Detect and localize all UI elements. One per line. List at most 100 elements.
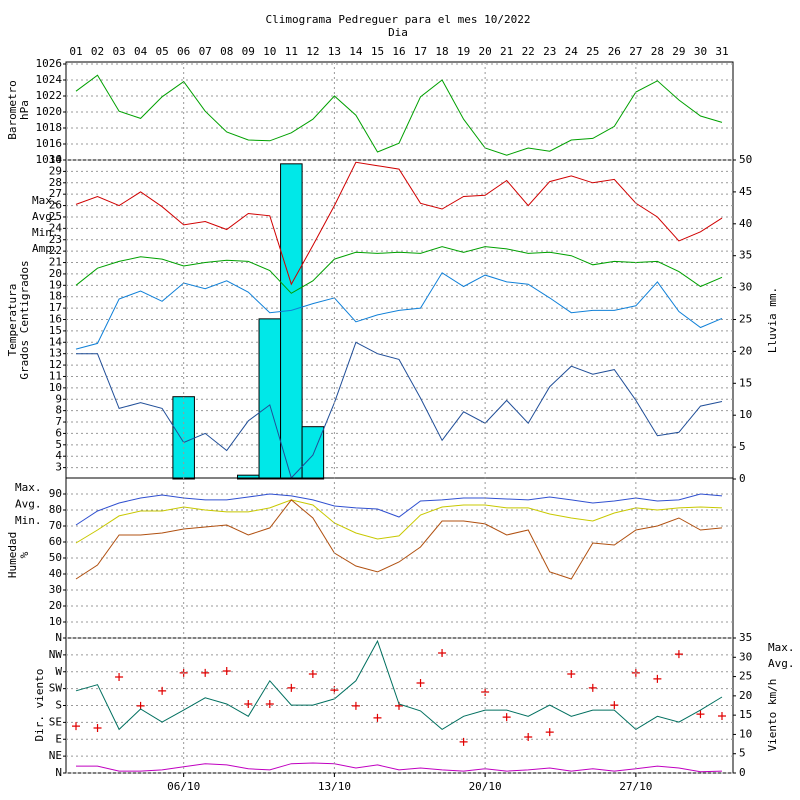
x-tick-label: 13/10 <box>318 780 351 793</box>
legend-label: Max. <box>15 481 42 494</box>
y-tick-label: 13 <box>49 347 62 360</box>
legend-label: Avg. <box>15 498 42 511</box>
y2-tick-label: 20 <box>739 689 752 702</box>
x-tick-label: 15 <box>371 45 384 58</box>
series-line <box>75 499 723 580</box>
x-tick-label: 29 <box>672 45 685 58</box>
x-tick-label: 06/10 <box>167 780 200 793</box>
direction-marker <box>265 700 274 708</box>
y-tick-label: N <box>55 631 62 644</box>
x-tick-label: 26 <box>608 45 621 58</box>
series-line <box>75 639 723 731</box>
rain-bar <box>258 318 282 480</box>
legend-label: Max. <box>768 641 795 654</box>
direction-marker <box>287 683 296 692</box>
y2-tick-label: 20 <box>739 344 752 357</box>
direction-marker <box>545 728 554 737</box>
y2-tick-label: 5 <box>739 440 746 453</box>
x-tick-label: 02 <box>91 45 104 58</box>
y-tick-label: 6 <box>55 426 62 439</box>
y2-tick-label: 35 <box>739 631 752 644</box>
x-tick-label: 22 <box>522 45 535 58</box>
direction-marker <box>696 710 705 719</box>
series-line <box>76 762 723 773</box>
y-axis-title: Grados Centigrados <box>18 260 31 379</box>
series-line <box>75 74 723 156</box>
x-tick-label: 20/10 <box>469 780 502 793</box>
direction-marker <box>674 650 683 659</box>
legend-label: Min. <box>32 226 59 239</box>
y2-tick-label: 10 <box>739 408 752 421</box>
y-tick-label: 30 <box>49 583 62 596</box>
y-tick-label: 10 <box>49 381 62 394</box>
y-tick-label: 9 <box>55 392 62 405</box>
y-tick-label: W <box>55 665 62 678</box>
y2-tick-label: 0 <box>739 472 746 485</box>
x-tick-label: 13 <box>328 45 341 58</box>
y-tick-label: 5 <box>55 438 62 451</box>
y2-tick-label: 15 <box>739 376 752 389</box>
x-tick-label: 16 <box>392 45 405 58</box>
y2-tick-label: 35 <box>739 249 752 262</box>
direction-marker <box>158 686 167 695</box>
y-tick-label: 1020 <box>36 105 63 118</box>
y-tick-label: 20 <box>49 599 62 612</box>
legend-label: Max. <box>32 194 59 207</box>
y-tick-label: 7 <box>55 415 62 428</box>
chart-title: Climograma Pedreguer para el mes 10/2022 <box>266 13 531 26</box>
y-tick-label: 1026 <box>36 57 63 70</box>
y-tick-label: 1014 <box>36 153 63 166</box>
x-tick-label: 23 <box>543 45 556 58</box>
x-tick-label: 28 <box>651 45 664 58</box>
y-tick-label: 27 <box>49 187 62 200</box>
y-tick-label: 21 <box>49 256 62 269</box>
y-axis-title: Barometro <box>6 80 19 140</box>
y-tick-label: 24 <box>49 221 63 234</box>
y-tick-label: S <box>55 699 62 712</box>
direction-marker <box>717 712 726 720</box>
rain-bar <box>280 163 303 480</box>
y2-tick-label: 15 <box>739 708 752 721</box>
direction-marker <box>351 701 360 710</box>
y-axis-title: hPa <box>18 100 31 120</box>
x-tick-label: 07 <box>199 45 212 58</box>
legend-label: Avg. <box>768 657 795 670</box>
y-tick-label: N <box>55 766 62 779</box>
x-tick-label: 09 <box>242 45 255 58</box>
x-tick-label: 03 <box>112 45 125 58</box>
y-axis-title: Humedad <box>6 532 19 578</box>
direction-marker <box>222 667 231 675</box>
y-tick-label: 25 <box>49 210 62 223</box>
x-tick-label: 27/10 <box>619 780 652 793</box>
y-tick-label: 11 <box>49 369 62 382</box>
direction-marker <box>502 713 511 722</box>
x-tick-label: 27 <box>629 45 642 58</box>
y-tick-label: 1022 <box>36 89 63 102</box>
x-tick-label: 19 <box>457 45 470 58</box>
y-tick-label: 8 <box>55 404 62 417</box>
direction-marker <box>567 670 576 678</box>
x-tick-label: 12 <box>306 45 319 58</box>
x-tick-label: 06 <box>177 45 190 58</box>
x-tick-label: 10 <box>263 45 276 58</box>
x-tick-label: 05 <box>156 45 169 58</box>
rain-bar <box>301 426 325 480</box>
y-tick-label: 1016 <box>36 137 63 150</box>
series-line <box>75 272 723 350</box>
y-tick-label: 3 <box>55 461 62 474</box>
y2-tick-label: 25 <box>739 313 752 326</box>
y-tick-label: NW <box>49 648 63 661</box>
y-tick-label: 40 <box>49 567 62 580</box>
y-tick-label: 26 <box>49 199 62 212</box>
y2-tick-label: 40 <box>739 217 752 230</box>
y-tick-label: 23 <box>49 233 62 246</box>
direction-marker <box>610 701 619 710</box>
y-tick-label: 60 <box>49 535 62 548</box>
y2-axis-title: Lluvia mm. <box>766 287 779 353</box>
x-tick-label: 04 <box>134 45 148 58</box>
y2-tick-label: 45 <box>739 185 752 198</box>
y2-tick-label: 50 <box>739 153 752 166</box>
direction-marker <box>416 679 425 687</box>
y-axis-title: Dir. viento <box>33 669 46 742</box>
direction-marker <box>308 670 317 678</box>
